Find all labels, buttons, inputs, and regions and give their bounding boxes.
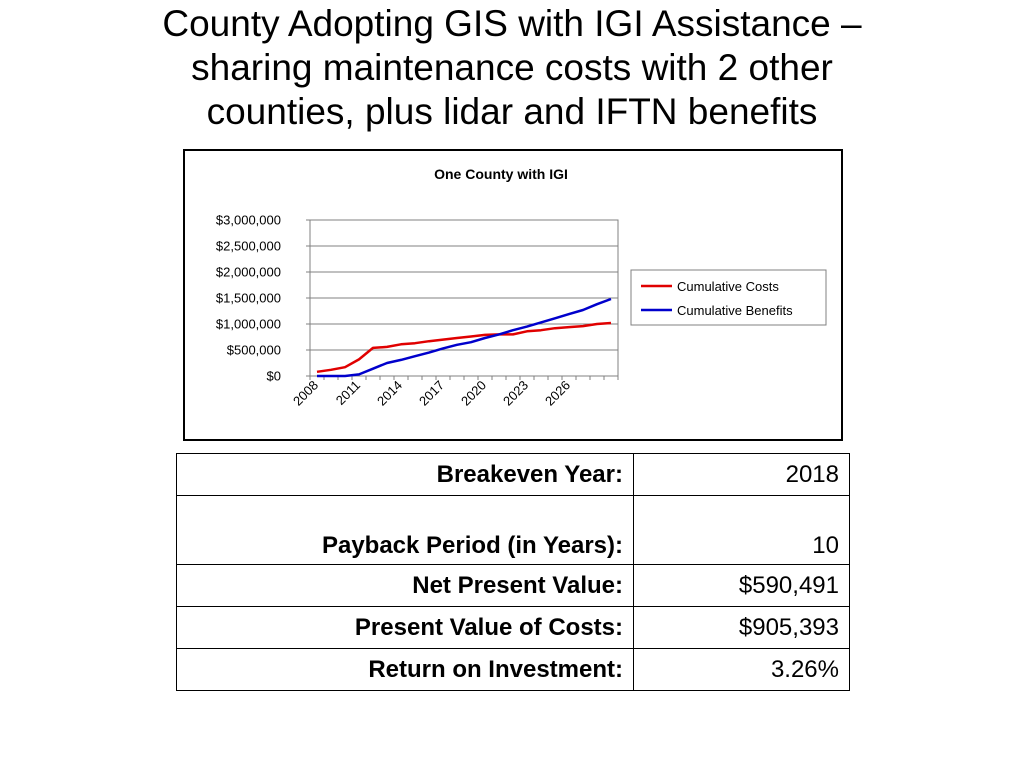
metric-label: Return on Investment: xyxy=(176,648,634,691)
metric-label: Present Value of Costs: xyxy=(176,606,634,649)
metrics-table: Breakeven Year: 2018 Payback Period (in … xyxy=(176,453,850,691)
slide-title-line: counties, plus lidar and IFTN benefits xyxy=(206,91,818,132)
slide-title-line: County Adopting GIS with IGI Assistance … xyxy=(162,3,862,44)
chart-series xyxy=(316,297,612,378)
x-tick-label: 2017 xyxy=(416,378,447,409)
table-row: Present Value of Costs: $905,393 xyxy=(176,606,850,649)
metric-value: 2018 xyxy=(633,453,850,496)
chart-title: One County with IGI xyxy=(434,166,568,182)
x-tick-label: 2020 xyxy=(458,378,489,409)
y-tick-label: $1,000,000 xyxy=(216,317,281,332)
metric-label: Net Present Value: xyxy=(176,564,634,607)
table-row: Net Present Value: $590,491 xyxy=(176,564,850,607)
series-line-cumulative-costs xyxy=(316,321,612,374)
legend-label-costs: Cumulative Costs xyxy=(677,279,779,294)
y-axis: $0 $500,000 $1,000,000 $1,500,000 $2,000,000… xyxy=(216,213,310,384)
slide-title: County Adopting GIS with IGI Assistance … xyxy=(40,2,984,134)
metric-label: Breakeven Year: xyxy=(176,453,634,496)
x-axis: 2008 2011 2014 2017 2020 2023 2026 xyxy=(290,376,619,409)
y-tick-label: $3,000,000 xyxy=(216,213,281,228)
y-tick-label: $500,000 xyxy=(227,343,281,358)
metric-value: $590,491 xyxy=(633,564,850,607)
x-tick-label: 2026 xyxy=(542,378,573,409)
chart-legend: Cumulative Costs Cumulative Benefits xyxy=(630,269,827,326)
metric-value: 10 xyxy=(633,495,850,565)
metric-value: 3.26% xyxy=(633,648,850,691)
table-row: Return on Investment: 3.26% xyxy=(176,648,850,691)
x-tick-label: 2011 xyxy=(333,378,363,408)
metric-value: $905,393 xyxy=(633,606,850,649)
slide-title-line: sharing maintenance costs with 2 other xyxy=(191,47,833,88)
y-tick-label: $0 xyxy=(267,369,281,384)
y-tick-label: $1,500,000 xyxy=(216,291,281,306)
x-tick-label: 2008 xyxy=(290,378,321,409)
legend-box xyxy=(630,269,827,326)
chart-frame: One County with IGI $0 $500,000 $1,000,000… xyxy=(183,149,843,441)
table-row: Payback Period (in Years): 10 xyxy=(176,495,850,565)
table-row: Breakeven Year: 2018 xyxy=(176,453,850,496)
y-tick-label: $2,500,000 xyxy=(216,239,281,254)
x-tick-label: 2023 xyxy=(500,378,531,409)
metric-label: Payback Period (in Years): xyxy=(176,495,634,565)
series-line-cumulative-benefits xyxy=(317,297,612,378)
line-chart: One County with IGI $0 $500,000 $1,000,000… xyxy=(216,166,827,409)
y-tick-label: $2,000,000 xyxy=(216,265,281,280)
legend-label-benefits: Cumulative Benefits xyxy=(677,303,793,318)
x-tick-label: 2014 xyxy=(374,378,405,409)
chart-gridlines xyxy=(310,245,618,351)
